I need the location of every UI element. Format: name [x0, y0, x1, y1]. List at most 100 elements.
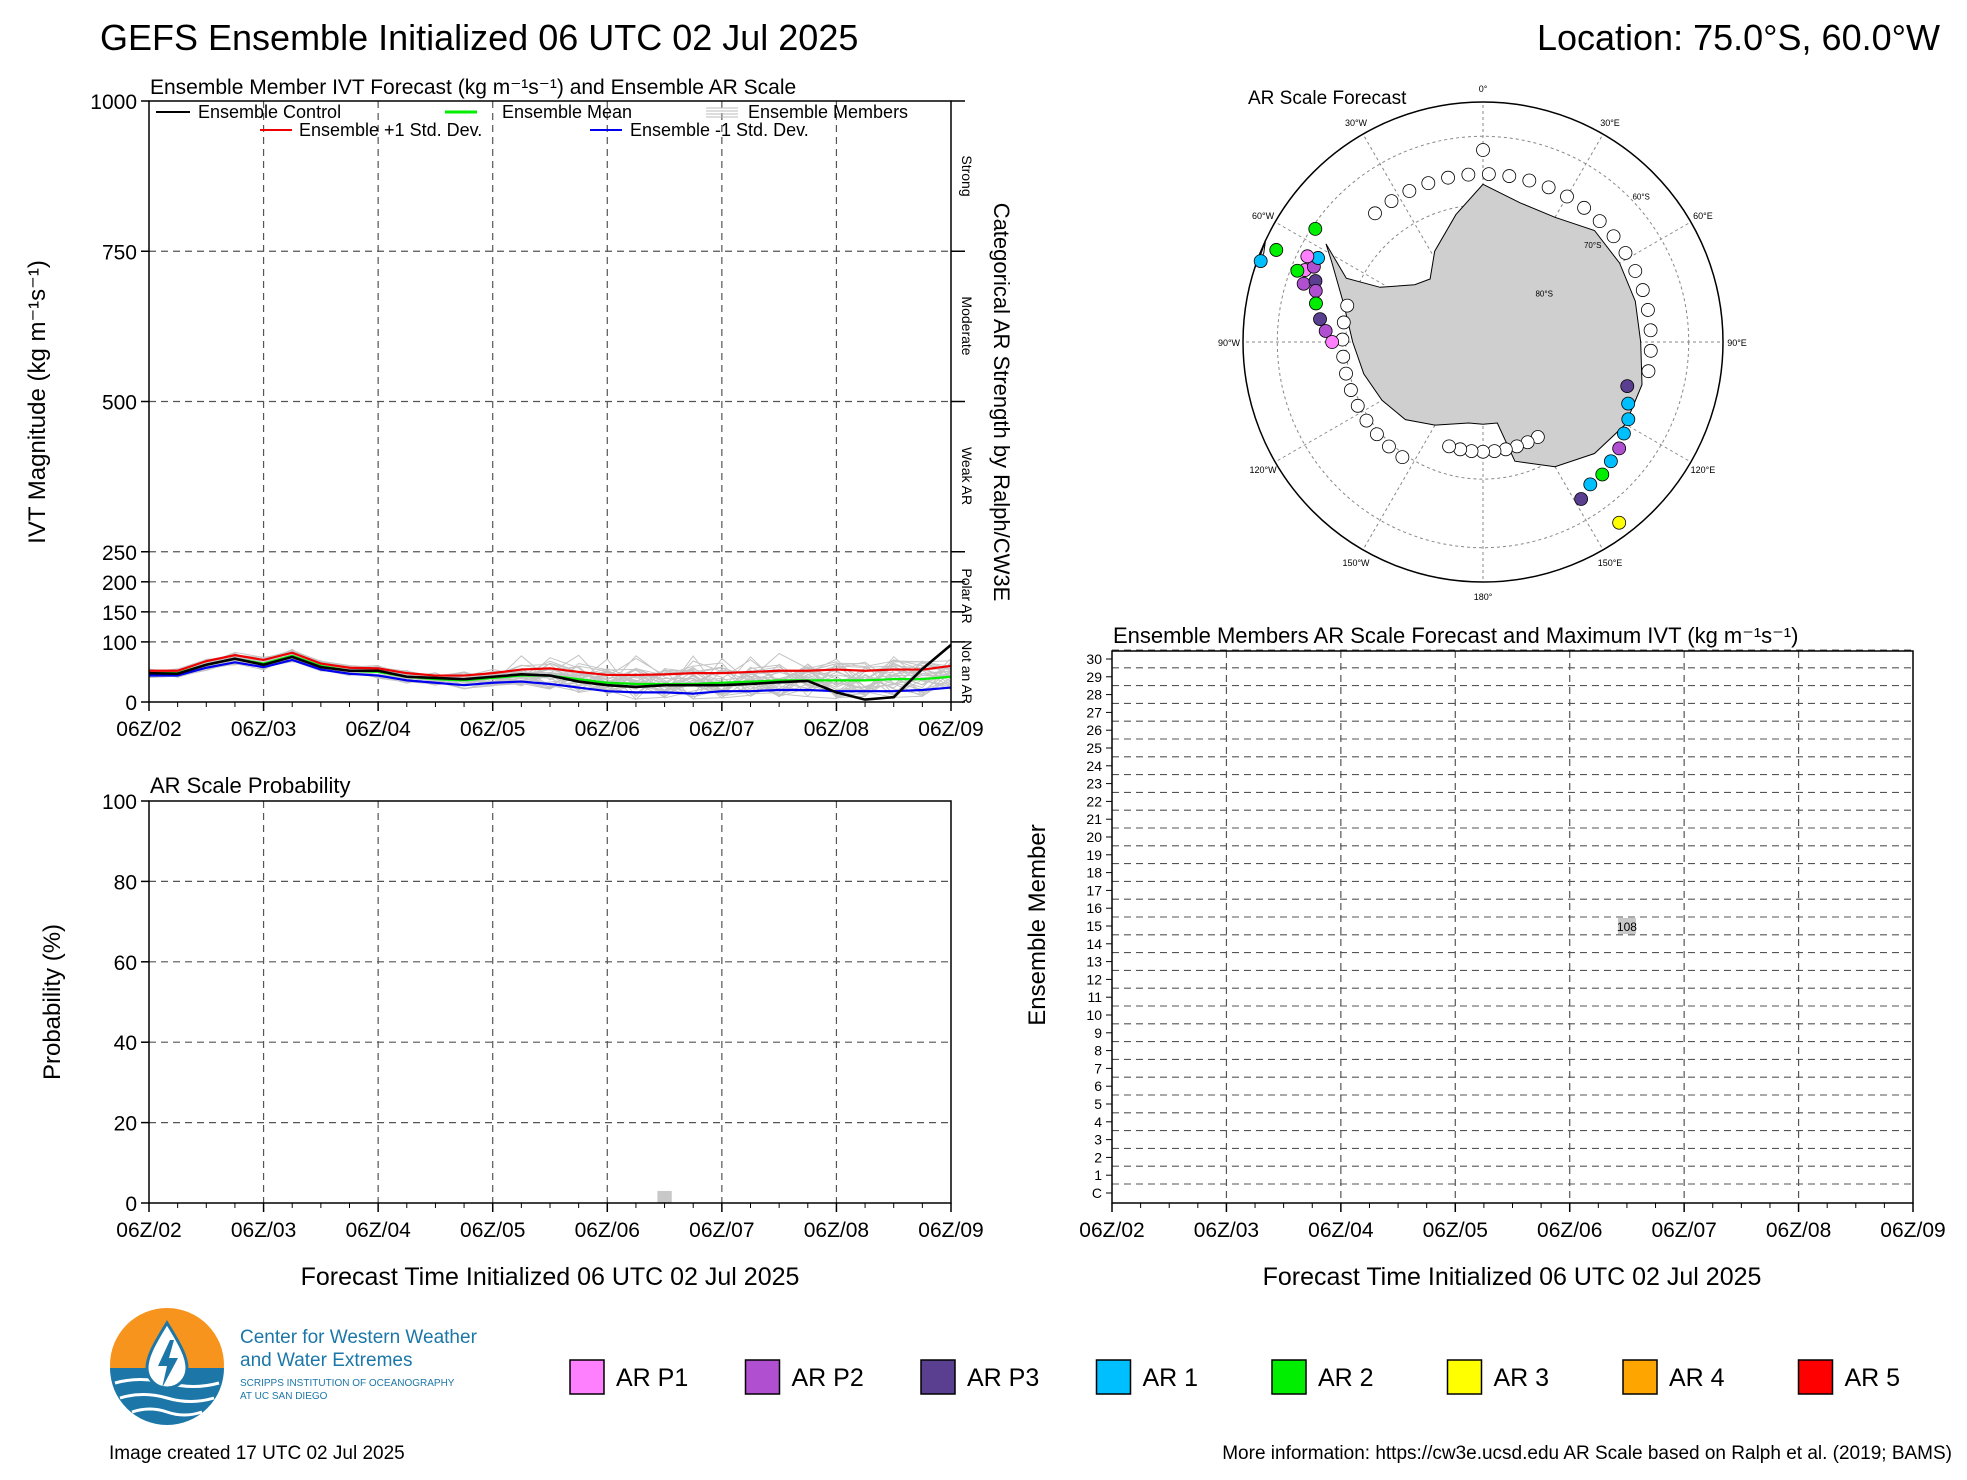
- member-y-tick-label: 20: [1086, 829, 1102, 845]
- map-longitude-label: 150°E: [1598, 558, 1623, 568]
- probability-y-ticks: 0 20 40 60 80 100: [102, 791, 149, 1216]
- map-ar-marker: [1309, 296, 1323, 311]
- legend-plus-label: Ensemble +1 Std. Dev.: [299, 120, 482, 140]
- map-ar-marker: [1612, 441, 1627, 456]
- member-y-tick-label: 2: [1094, 1149, 1102, 1165]
- map-ar-marker: [1621, 412, 1636, 427]
- prob-x-tick-label: 06Z/05: [460, 1219, 525, 1242]
- ivt-panel-title: Ensemble Member IVT Forecast (kg m⁻¹s⁻¹)…: [150, 76, 796, 99]
- map-ar-marker: [1441, 170, 1455, 185]
- member-y-tick-label: 4: [1094, 1114, 1102, 1130]
- member-y-tick-label: 13: [1086, 954, 1102, 970]
- member-y-tick-label: 11: [1087, 989, 1102, 1005]
- map-ar-marker: [1395, 450, 1410, 465]
- member-y-tick-label: 26: [1086, 722, 1102, 738]
- map-ar-marker: [1583, 477, 1598, 492]
- member-x-ticks: 06Z/02 06Z/03 06Z/04 06Z/05 06Z/06 06Z/07 06Z/…: [1079, 1203, 1946, 1242]
- map-meridian: [1274, 221, 1484, 343]
- map-ar-marker: [1308, 221, 1323, 236]
- ar-legend-label: AR 3: [1494, 1364, 1550, 1392]
- ivt-x-ticks: 06Z/02 06Z/03 06Z/04 06Z/05 06Z/06 06Z/07 06Z/…: [116, 702, 984, 741]
- prob-x-tick-label: 06Z/09: [918, 1219, 983, 1242]
- member-y-tick-label: C: [1092, 1185, 1102, 1201]
- member-y-tick-label: 19: [1086, 847, 1102, 863]
- map-longitude-label: 60°E: [1693, 211, 1713, 221]
- member-y-tick-label: 6: [1094, 1078, 1102, 1094]
- prob-y-tick-label: 0: [125, 1193, 137, 1216]
- map-ar-marker: [1402, 184, 1417, 198]
- map-ar-marker: [1442, 439, 1456, 454]
- ivt-x-tick-label: 06Z/04: [345, 718, 411, 741]
- map-ar-marker: [1487, 444, 1502, 459]
- probability-y-axis-label: Probability (%): [39, 924, 66, 1080]
- ar-legend-swatch: [920, 1359, 956, 1395]
- ivt-x-tick-label: 06Z/07: [689, 718, 754, 741]
- ivt-y-tick-label: 100: [102, 632, 137, 655]
- prob-y-tick-label: 40: [114, 1032, 137, 1055]
- ar-map-panel: AR Scale Forecast 0° 30°E 60°E 90°E 120°E 150…: [1218, 84, 1747, 602]
- probability-bars: [657, 1190, 672, 1203]
- ivt-minus-std-line: [149, 658, 952, 695]
- polar-map: 0° 30°E 60°E 90°E 120°E 150°E 180° 150°W 120°W 90…: [1218, 84, 1747, 602]
- member-y-tick-label: 1: [1094, 1167, 1102, 1183]
- prob-x-tick-label: 06Z/04: [345, 1219, 411, 1242]
- member-y-tick-label: 28: [1086, 687, 1102, 703]
- map-ar-marker: [1476, 143, 1490, 157]
- map-ar-marker: [1603, 454, 1618, 469]
- map-meridian: [1362, 341, 1484, 551]
- member-markers: 108: [1617, 918, 1637, 934]
- map-ar-marker: [1296, 276, 1311, 291]
- legend-control-label: Ensemble Control: [198, 102, 341, 122]
- ivt-control-line: [148, 643, 952, 701]
- member-y-tick-label: 7: [1094, 1060, 1102, 1076]
- ivt-y-tick-label: 500: [102, 392, 137, 415]
- map-ar-marker: [1370, 427, 1384, 442]
- map-ar-marker: [1574, 492, 1589, 506]
- member-panel: Ensemble Members AR Scale Forecast and M…: [1024, 623, 1946, 1291]
- map-ar-marker: [1368, 206, 1382, 221]
- map-ar-marker: [1476, 444, 1490, 459]
- map-longitude-label: 30°E: [1600, 118, 1620, 128]
- map-ar-marker: [1461, 167, 1476, 182]
- ivt-right-axis-label: Categorical AR Strength by Ralph/CW3E: [989, 203, 1014, 602]
- member-y-tick-label: 23: [1086, 776, 1102, 792]
- member-x-tick-label: 06Z/07: [1651, 1219, 1716, 1242]
- map-ar-marker: [1253, 254, 1268, 268]
- ivt-y-tick-label: 200: [102, 572, 137, 595]
- member-x-tick-label: 06Z/03: [1194, 1219, 1259, 1242]
- legend-members-line: [706, 107, 738, 118]
- ar-legend-label: AR 5: [1845, 1364, 1901, 1392]
- category-polar: Polar AR: [959, 568, 975, 623]
- ar-legend-label: AR 4: [1669, 1364, 1725, 1392]
- probability-panel: AR Scale Probability 0 20 40 60 80 100 06Z/02…: [39, 773, 984, 1291]
- member-x-tick-label: 06Z/09: [1880, 1219, 1945, 1242]
- map-ar-marker: [1384, 194, 1399, 209]
- map-ar-marker: [1340, 298, 1355, 313]
- map-meridian: [1362, 133, 1484, 343]
- prob-y-tick-label: 60: [114, 952, 137, 975]
- member-y-tick-label: 8: [1094, 1043, 1102, 1059]
- ar-legend-swatch: [744, 1359, 781, 1395]
- map-panel-title: AR Scale Forecast: [1248, 88, 1407, 109]
- ar-legend-label: AR 2: [1318, 1364, 1374, 1392]
- map-ar-marker: [1290, 263, 1305, 278]
- map-ar-marker: [1522, 173, 1537, 188]
- member-y-axis-label: Ensemble Member: [1024, 824, 1051, 1025]
- ivt-x-tick-label: 06Z/08: [804, 718, 869, 741]
- member-y-tick-label: 17: [1086, 882, 1102, 898]
- map-longitude-label: 120°E: [1691, 465, 1716, 475]
- ivt-y-tick-label: 1000: [90, 91, 137, 114]
- ar-scale-legend: AR P1 AR P2 AR P3 AR 1 AR 2 AR 3 AR 4 AR 5: [569, 1359, 1901, 1395]
- probability-panel-title: AR Scale Probability: [150, 773, 351, 798]
- more-info-label: More information: https://cw3e.ucsd.edu …: [1222, 1443, 1952, 1464]
- map-ar-marker: [1635, 283, 1650, 297]
- map-ar-marker: [1592, 214, 1607, 229]
- map-longitude-label: 60°W: [1252, 211, 1275, 221]
- lightning-icon: [158, 1340, 178, 1388]
- ivt-panel: Ensemble Member IVT Forecast (kg m⁻¹s⁻¹)…: [24, 76, 1014, 741]
- category-weak: Weak AR: [959, 447, 975, 505]
- legend-members-label: Ensemble Members: [748, 102, 908, 122]
- member-gridlines: [1112, 649, 1913, 1203]
- location-label: Location: 75.0°S, 60.0°W: [1537, 17, 1940, 58]
